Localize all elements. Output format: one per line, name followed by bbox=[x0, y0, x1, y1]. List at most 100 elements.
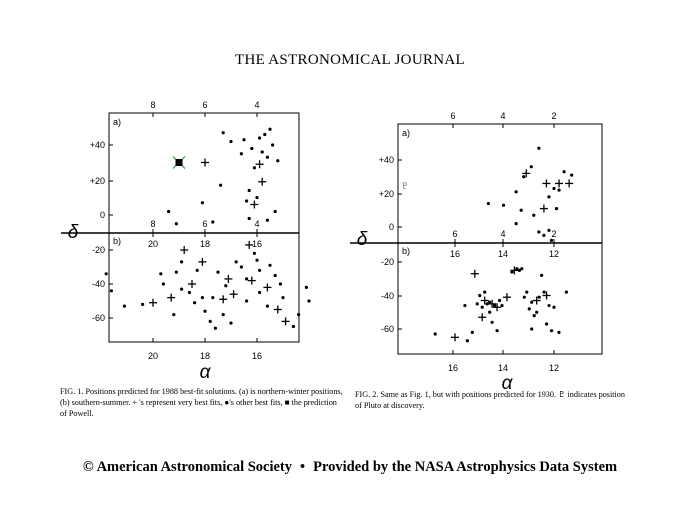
footer-separator: • bbox=[300, 459, 306, 475]
fig1-inner-ra-label: 18 bbox=[200, 239, 210, 249]
fig2-bottom-tick-label: 14 bbox=[498, 363, 508, 373]
fig1a-dot-point bbox=[250, 146, 254, 151]
fig1-frame bbox=[61, 112, 300, 343]
fig1a-dot-point bbox=[260, 150, 264, 154]
fig1b-dot-point bbox=[224, 284, 228, 288]
fig1b-plus-point bbox=[224, 274, 233, 283]
fig1-inner-top-label: 6 bbox=[202, 219, 207, 229]
fig2b-dot-point bbox=[433, 332, 437, 336]
fig2-delta-symbol: δ bbox=[357, 229, 368, 250]
fig1a-plus-point bbox=[250, 200, 259, 209]
fig1a-dot-point bbox=[258, 136, 262, 140]
fig2a-dot-point bbox=[532, 213, 536, 217]
fig1a-dot-point bbox=[245, 199, 249, 203]
fig1b-dot-point bbox=[278, 282, 282, 286]
fig2-inner-ra-label: 12 bbox=[549, 249, 559, 259]
fig1b-dot-point bbox=[221, 313, 225, 317]
fig2b-dot-point bbox=[488, 310, 492, 314]
fig1-inner-top-label: 4 bbox=[254, 219, 259, 229]
fig1b-dot-point bbox=[193, 301, 197, 305]
fig1a-dot-point bbox=[174, 222, 178, 226]
fig2b-dot-point bbox=[540, 273, 544, 277]
fig2b-plus-point bbox=[488, 299, 497, 308]
fig1b-dot-point bbox=[234, 260, 238, 264]
fig2-inner-top-label: 4 bbox=[500, 229, 505, 239]
fig1-top-tick-label: 8 bbox=[150, 100, 155, 110]
fig1a-dot-point bbox=[268, 127, 272, 131]
fig1b-dot-point bbox=[258, 290, 262, 295]
fig2b-dot-point bbox=[463, 303, 467, 308]
fig2b-plus-point bbox=[480, 296, 489, 305]
fig2-border bbox=[397, 123, 603, 355]
fig2b-dot-point bbox=[549, 329, 554, 333]
fig1a-dot-point bbox=[265, 155, 269, 159]
fig2-y-tick-label: +40 bbox=[379, 155, 394, 165]
fig1b-dot-point bbox=[187, 290, 191, 295]
fig2a-dot-point bbox=[522, 175, 526, 179]
fig2a-plus-point bbox=[565, 179, 574, 188]
fig1b-dot-point bbox=[104, 272, 108, 276]
fig2b-plus-point bbox=[451, 333, 459, 342]
fig1b-dot-point bbox=[255, 258, 259, 262]
fig1-inner-top-label: 8 bbox=[150, 219, 155, 229]
fig2a-dot-point bbox=[570, 173, 574, 177]
fig1a-dot-point bbox=[271, 143, 275, 147]
fig1-bottom-tick-label: 16 bbox=[252, 351, 262, 361]
fig2-inner-ra-label: 16 bbox=[450, 249, 460, 259]
fig2b-dot-point bbox=[547, 303, 551, 308]
fig2b-dot-point bbox=[552, 305, 556, 309]
fig1-y-tick-label: 0 bbox=[100, 210, 105, 220]
fig2b-dot-point bbox=[520, 267, 524, 271]
fig1-delta-symbol: δ bbox=[68, 222, 79, 243]
fig1a-dot-point bbox=[211, 220, 215, 224]
fig1-bottom-tick-label: 18 bbox=[200, 351, 210, 361]
fig1b-plus-point bbox=[263, 283, 272, 292]
fig1-inner-ra-label: 20 bbox=[148, 239, 158, 249]
fig2b-dot-point bbox=[483, 290, 487, 294]
fig1a-dot-point bbox=[221, 131, 225, 135]
fig2b-dot-point bbox=[495, 329, 499, 333]
fig2-alpha-symbol: α bbox=[502, 373, 514, 394]
fig1b-plus-point bbox=[245, 240, 254, 249]
fig1b-dot-point bbox=[172, 313, 176, 317]
fig2a-dot-point bbox=[537, 230, 541, 234]
fig1-panel-b-label: b) bbox=[113, 236, 121, 246]
fig2a-plus-point bbox=[542, 179, 551, 188]
fig1-y-tick-label: +20 bbox=[90, 176, 105, 186]
fig1-y-tick-label: -40 bbox=[92, 279, 105, 289]
fig2b-dot-point bbox=[470, 330, 474, 334]
fig2b-dot-point bbox=[485, 302, 489, 306]
fig1b-dot-point bbox=[203, 309, 207, 313]
fig1b-plus-point bbox=[167, 293, 176, 302]
fig2b-dot-point bbox=[542, 290, 546, 294]
fig1-alpha-symbol: α bbox=[200, 362, 212, 383]
fig2-frame bbox=[350, 123, 603, 355]
fig1b-dot-point bbox=[297, 313, 301, 317]
fig2b-dot-point bbox=[557, 330, 561, 334]
fig2-inner-top-label: 2 bbox=[551, 229, 556, 239]
fig2-panel-b-label: b) bbox=[402, 246, 410, 256]
fig1a-dot-point bbox=[247, 188, 251, 193]
fig2-y-tick-label: -60 bbox=[381, 324, 394, 334]
fig1b-dot-point bbox=[109, 289, 113, 293]
fig2b-dot-point bbox=[525, 290, 529, 294]
fig2b-plus-point bbox=[470, 269, 479, 278]
fig2a-dot-point bbox=[557, 188, 561, 192]
fig1b-dot-point bbox=[273, 273, 277, 278]
fig1b-plus-point bbox=[149, 298, 157, 307]
fig2a-dot-point bbox=[554, 206, 559, 211]
fig1b-dot-point bbox=[245, 277, 249, 281]
fig1b-dot-point bbox=[304, 285, 308, 289]
fig1a-dot-point bbox=[200, 201, 204, 205]
fig1a-plus-point bbox=[201, 158, 209, 167]
fig2a-dot-point bbox=[519, 208, 523, 212]
fig2a-dot-point bbox=[501, 203, 506, 207]
fig2a-dot-point bbox=[552, 186, 556, 191]
fig1b-dot-point bbox=[195, 268, 199, 272]
fig2a-plus-point bbox=[555, 179, 564, 188]
fig1a-dot-point bbox=[242, 138, 246, 142]
fig1b-dot-point bbox=[291, 324, 295, 329]
fig1b-dot-point bbox=[216, 270, 220, 274]
fig1a-powell-square bbox=[175, 159, 183, 166]
